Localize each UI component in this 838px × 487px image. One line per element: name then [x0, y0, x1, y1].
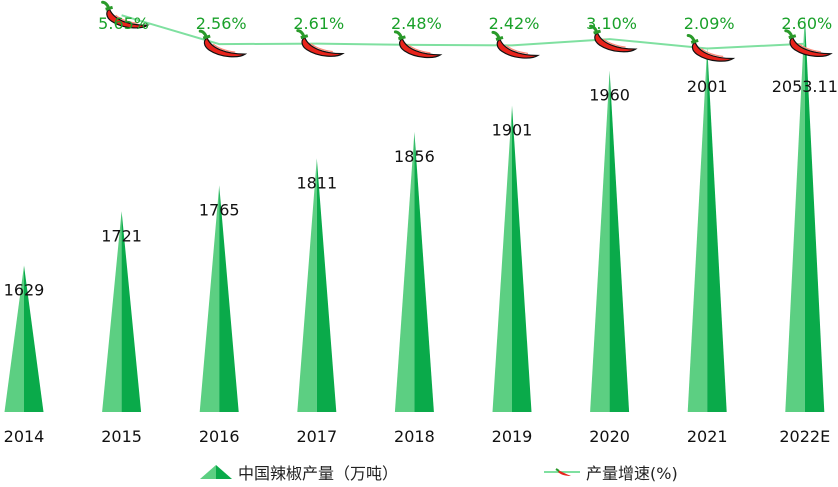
pepper-marker — [198, 29, 248, 58]
growth-value-label: 3.10% — [586, 14, 637, 33]
bar-value-label: 1901 — [492, 120, 533, 139]
bar-right-face — [219, 185, 239, 412]
growth-value-label: 2.56% — [196, 14, 247, 33]
growth-value-label: 5.65% — [98, 14, 149, 33]
bar-value-label: 1960 — [589, 86, 630, 105]
pepper-icon — [496, 38, 540, 59]
x-tick-label: 2017 — [296, 427, 337, 446]
pepper-icon — [301, 36, 345, 57]
pepper-calyx — [690, 39, 699, 44]
bar-left-face — [4, 265, 24, 412]
bar-value-label: 2001 — [687, 77, 728, 96]
pepper-highlight — [212, 43, 236, 53]
bar-right-face — [804, 15, 825, 412]
growth-value-label: 2.42% — [489, 14, 540, 33]
growth-value-label: 2.60% — [781, 14, 832, 33]
pepper-calyx — [105, 5, 114, 11]
x-tick-label: 2021 — [687, 427, 728, 446]
pepper-marker — [686, 33, 736, 62]
bar-2019 — [492, 105, 532, 413]
bar-left-face — [590, 70, 610, 412]
pepper-marker — [101, 0, 150, 29]
pepper-calyx — [495, 35, 504, 41]
bar-2021 — [687, 46, 727, 413]
pepper-icon — [399, 38, 443, 59]
pepper-icon — [594, 32, 638, 53]
pepper-calyx — [788, 34, 797, 40]
growth-line — [121, 14, 805, 50]
bar-2017 — [297, 158, 337, 412]
pepper-highlight — [603, 38, 626, 48]
x-axis-tick-labels: 2014 2015 2016 2017 2018 2019 2020 2021 2022E — [4, 427, 831, 446]
growth-line-series — [121, 14, 805, 50]
growth-value-labels: 5.65% 2.56% 2.61% 2.48% 2.42% 3.10% 2.09% 2.60% — [98, 14, 832, 33]
growth-value-label: 2.48% — [391, 14, 442, 33]
bar-value-labels: 1629 1721 1765 1811 1856 1901 1960 2001 2053.11 — [4, 77, 838, 299]
bar-left-face — [297, 158, 317, 412]
pepper-marker — [589, 24, 638, 53]
legend-bar-icon — [200, 465, 232, 479]
pepper-calyx — [300, 34, 309, 40]
bar-right-face — [24, 265, 44, 412]
pepper-marker — [296, 29, 345, 57]
pepper-highlight — [505, 44, 529, 55]
pepper-icon — [691, 41, 736, 62]
pepper-icon — [203, 37, 248, 58]
bar-2020 — [590, 70, 630, 412]
legend-item-production: 中国辣椒产量（万吨） — [200, 461, 398, 483]
bar-left-face — [687, 46, 708, 413]
bar-left-face — [785, 15, 805, 412]
legend-label-growth: 产量增速(%) — [586, 464, 678, 483]
bar-left-face — [492, 105, 512, 413]
pepper-marker — [393, 30, 443, 59]
bar-left-face — [102, 211, 122, 412]
pepper-highlight — [310, 43, 333, 53]
bar-value-label: 1856 — [394, 147, 435, 166]
bar-2014 — [4, 265, 44, 412]
bar-series — [4, 15, 825, 413]
x-tick-label: 2018 — [394, 427, 435, 446]
x-tick-label: 2019 — [492, 427, 533, 446]
pepper-calyx — [397, 35, 406, 41]
bar-right-face — [414, 131, 434, 412]
bar-value-label: 1721 — [101, 226, 142, 245]
bar-left-face — [394, 131, 415, 412]
bar-right-face — [707, 46, 727, 413]
legend-label-production: 中国辣椒产量（万吨） — [238, 464, 399, 483]
pepper-marker — [784, 29, 833, 57]
bar-value-label: 1811 — [296, 173, 337, 192]
pepper-marker — [491, 30, 540, 59]
bar-2015 — [102, 211, 142, 412]
bar-value-label: 2053.11 — [772, 77, 838, 96]
pepper-calyx — [202, 34, 211, 40]
bar-right-face — [316, 158, 337, 412]
growth-value-label: 2.09% — [684, 14, 735, 33]
pepper-highlight — [408, 44, 431, 54]
x-tick-label: 2014 — [4, 427, 45, 446]
bar-right-face — [512, 105, 532, 413]
pepper-markers — [101, 0, 833, 62]
bar-value-label: 1629 — [4, 280, 45, 299]
bar-right-face — [609, 70, 630, 412]
x-tick-label: 2015 — [101, 427, 142, 446]
bar-right-face — [121, 211, 142, 412]
bar-2022E — [785, 15, 825, 412]
bar-2016 — [199, 185, 239, 412]
bar-left-face — [199, 185, 220, 412]
bar-value-label: 1765 — [199, 200, 240, 219]
growth-value-label: 2.61% — [293, 14, 344, 33]
pepper-calyx — [593, 29, 602, 35]
x-tick-label: 2016 — [199, 427, 240, 446]
x-tick-label: 2020 — [589, 427, 630, 446]
pepper-icon — [106, 8, 150, 29]
x-tick-label: 2022E — [779, 427, 830, 446]
pepper-highlight — [700, 48, 724, 58]
pepper-highlight — [798, 43, 821, 53]
bar-2018 — [394, 131, 434, 412]
legend-line-pepper-icon — [544, 468, 580, 476]
pepper-icon — [789, 36, 833, 57]
pepper-highlight — [115, 14, 138, 24]
legend-item-growth: 产量增速(%) — [544, 461, 678, 483]
